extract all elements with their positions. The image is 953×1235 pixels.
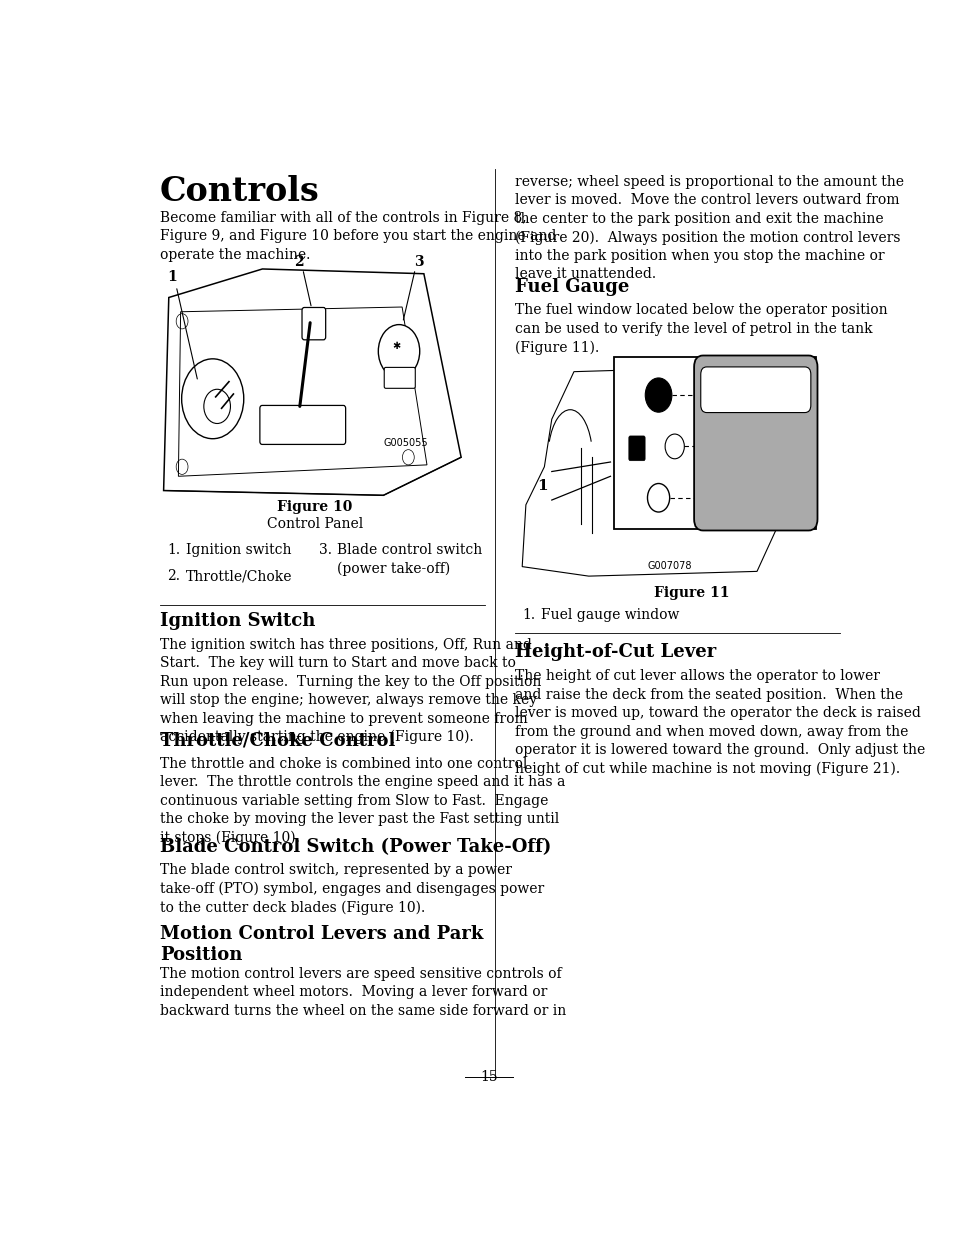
Text: Fuel gauge window: Fuel gauge window bbox=[540, 608, 679, 621]
Text: 1.: 1. bbox=[521, 608, 535, 621]
Text: 3.: 3. bbox=[318, 543, 332, 557]
Text: The motion control levers are speed sensitive controls of
independent wheel moto: The motion control levers are speed sens… bbox=[160, 967, 565, 1018]
Circle shape bbox=[644, 378, 671, 412]
Text: Figure 11: Figure 11 bbox=[654, 585, 729, 600]
Text: 15: 15 bbox=[479, 1070, 497, 1084]
Text: 1: 1 bbox=[537, 479, 547, 493]
Text: Control Panel: Control Panel bbox=[267, 517, 363, 531]
FancyBboxPatch shape bbox=[700, 367, 810, 412]
FancyBboxPatch shape bbox=[302, 308, 325, 340]
Text: The throttle and choke is combined into one control
lever.  The throttle control: The throttle and choke is combined into … bbox=[160, 757, 565, 845]
Text: 1.: 1. bbox=[167, 543, 180, 557]
FancyBboxPatch shape bbox=[384, 367, 415, 388]
Text: 2.: 2. bbox=[167, 569, 180, 583]
FancyBboxPatch shape bbox=[628, 436, 644, 461]
Text: Controls: Controls bbox=[160, 175, 319, 207]
Text: Blade Control Switch (Power Take-Off): Blade Control Switch (Power Take-Off) bbox=[160, 837, 551, 856]
Text: Blade control switch
(power take-off): Blade control switch (power take-off) bbox=[337, 543, 482, 576]
Circle shape bbox=[181, 359, 244, 438]
FancyBboxPatch shape bbox=[694, 356, 817, 531]
Text: Fuel Gauge: Fuel Gauge bbox=[515, 278, 629, 295]
Text: Ignition switch: Ignition switch bbox=[186, 543, 291, 557]
Bar bbox=[614, 357, 815, 529]
Text: The ignition switch has three positions, Off, Run and
Start.  The key will turn : The ignition switch has three positions,… bbox=[160, 638, 540, 745]
Text: 1: 1 bbox=[167, 270, 177, 284]
Text: 3: 3 bbox=[414, 256, 423, 269]
Text: Height-of-Cut Lever: Height-of-Cut Lever bbox=[515, 642, 716, 661]
Text: Throttle/Choke: Throttle/Choke bbox=[186, 569, 292, 583]
Circle shape bbox=[378, 325, 419, 378]
Circle shape bbox=[664, 433, 683, 458]
Text: Ignition Switch: Ignition Switch bbox=[160, 613, 314, 630]
Text: The blade control switch, represented by a power
take-off (PTO) symbol, engages : The blade control switch, represented by… bbox=[160, 863, 543, 915]
Text: The height of cut lever allows the operator to lower
and raise the deck from the: The height of cut lever allows the opera… bbox=[515, 669, 924, 776]
Text: Motion Control Levers and Park
Position: Motion Control Levers and Park Position bbox=[160, 925, 483, 965]
Text: G005055: G005055 bbox=[383, 438, 428, 448]
Text: The fuel window located below the operator position
can be used to verify the le: The fuel window located below the operat… bbox=[515, 304, 886, 354]
Text: Become familiar with all of the controls in Figure 8,
Figure 9, and Figure 10 be: Become familiar with all of the controls… bbox=[160, 211, 556, 262]
Text: G007078: G007078 bbox=[647, 562, 692, 572]
Text: ✱: ✱ bbox=[392, 341, 399, 352]
FancyBboxPatch shape bbox=[259, 405, 345, 445]
Text: reverse; wheel speed is proportional to the amount the
lever is moved.  Move the: reverse; wheel speed is proportional to … bbox=[515, 175, 902, 282]
Text: 2: 2 bbox=[294, 256, 303, 269]
Text: Figure 10: Figure 10 bbox=[277, 500, 353, 514]
Text: Throttle/Choke Control: Throttle/Choke Control bbox=[160, 731, 395, 750]
